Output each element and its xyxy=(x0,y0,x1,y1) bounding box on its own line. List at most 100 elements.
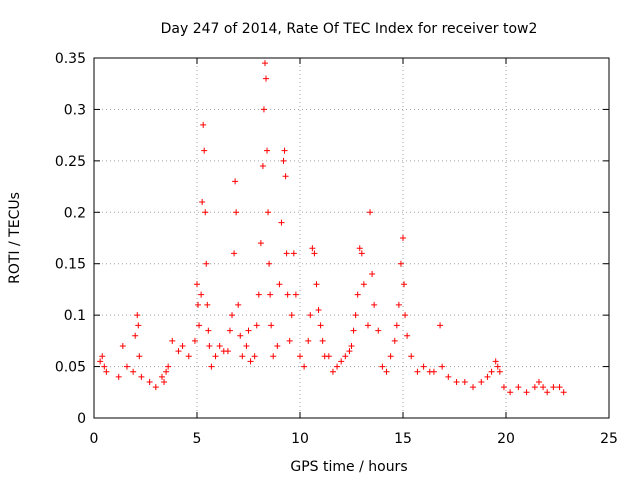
data-point xyxy=(358,250,365,257)
data-point xyxy=(267,291,274,298)
data-point xyxy=(130,368,137,375)
data-point xyxy=(292,291,299,298)
data-point xyxy=(488,368,495,375)
data-point xyxy=(356,245,363,252)
data-point xyxy=(515,384,522,391)
data-point xyxy=(169,337,176,344)
data-point xyxy=(437,322,444,329)
data-point xyxy=(196,322,203,329)
data-point xyxy=(266,260,273,267)
data-point xyxy=(430,368,437,375)
data-point xyxy=(348,343,355,349)
data-point xyxy=(257,240,264,247)
data-point xyxy=(531,384,538,391)
data-point xyxy=(387,353,394,360)
data-point xyxy=(134,312,141,319)
data-point xyxy=(400,235,406,241)
data-point xyxy=(496,368,503,375)
data-point xyxy=(360,281,367,288)
data-point xyxy=(535,379,542,385)
data-point xyxy=(165,363,172,370)
data-point xyxy=(138,373,145,380)
data-point xyxy=(202,209,209,216)
data-point xyxy=(132,332,139,339)
data-point xyxy=(317,322,324,329)
data-point xyxy=(195,301,202,308)
y-tick-label: 0.05 xyxy=(55,360,86,376)
data-point xyxy=(161,379,168,385)
data-point xyxy=(247,358,254,365)
y-tick-label: 0.25 xyxy=(55,154,86,170)
x-tick-label: 15 xyxy=(394,431,412,447)
data-point xyxy=(263,75,270,82)
data-point xyxy=(346,348,353,355)
data-point xyxy=(179,343,186,349)
data-point xyxy=(313,281,320,288)
data-point xyxy=(200,121,207,128)
data-point xyxy=(301,363,308,370)
data-point xyxy=(315,307,322,313)
data-point xyxy=(286,337,293,344)
data-point xyxy=(276,281,283,288)
y-tick-label: 0.15 xyxy=(55,257,86,273)
data-point xyxy=(383,368,390,375)
data-point xyxy=(408,353,415,360)
data-point xyxy=(375,327,382,334)
data-point xyxy=(439,363,446,370)
data-point xyxy=(198,291,205,298)
data-point xyxy=(540,384,547,391)
data-point xyxy=(342,353,349,360)
data-point xyxy=(274,343,281,349)
x-tick-label: 10 xyxy=(291,431,309,447)
data-point xyxy=(338,358,345,365)
data-point xyxy=(232,178,239,185)
data-point xyxy=(99,353,106,360)
data-point xyxy=(305,337,312,344)
data-point xyxy=(284,291,291,298)
data-point xyxy=(264,147,271,154)
data-point xyxy=(206,343,213,349)
data-point xyxy=(191,337,198,344)
data-point xyxy=(290,250,297,257)
data-point xyxy=(136,353,143,360)
data-point xyxy=(243,343,250,349)
grid-lines xyxy=(94,58,609,418)
y-tick-label: 0.1 xyxy=(64,308,86,324)
x-tick-label: 20 xyxy=(497,431,515,447)
data-point xyxy=(268,322,275,329)
data-point xyxy=(158,373,165,380)
data-point xyxy=(237,332,244,339)
data-point xyxy=(309,245,316,252)
y-tick-label: 0.2 xyxy=(64,205,86,221)
data-point xyxy=(101,363,108,370)
data-point xyxy=(325,353,332,360)
data-point xyxy=(311,250,318,257)
data-point xyxy=(354,291,361,298)
data-point xyxy=(280,157,287,164)
data-point xyxy=(329,368,336,375)
data-point xyxy=(208,363,215,370)
data-point xyxy=(201,147,208,154)
data-point xyxy=(235,301,242,308)
data-point xyxy=(391,337,398,344)
data-point xyxy=(203,260,210,267)
data-point xyxy=(270,353,277,360)
data-point xyxy=(288,312,295,319)
x-tick-label: 25 xyxy=(600,431,618,447)
data-point xyxy=(334,363,341,370)
data-point xyxy=(319,337,326,344)
x-tick-label: 0 xyxy=(90,431,99,447)
data-point xyxy=(494,363,501,370)
data-point xyxy=(259,163,266,169)
data-point xyxy=(307,312,314,319)
data-point xyxy=(185,353,192,360)
data-point xyxy=(470,384,477,391)
data-point xyxy=(135,322,142,329)
data-point xyxy=(560,389,567,396)
data-point xyxy=(402,312,409,319)
data-point xyxy=(260,106,267,113)
data-point xyxy=(152,384,159,391)
data-point xyxy=(283,250,290,257)
data-point xyxy=(212,353,219,360)
